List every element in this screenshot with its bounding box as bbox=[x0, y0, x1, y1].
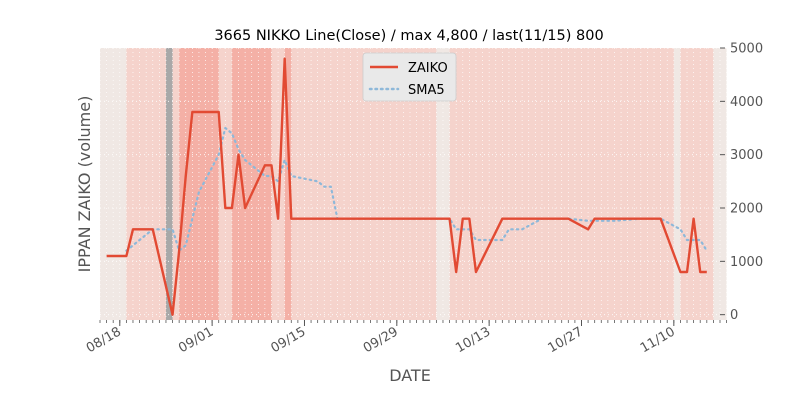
y-tick-label: 0 bbox=[730, 308, 738, 323]
x-tick-label: 09/29 bbox=[361, 324, 401, 356]
y-tick-label: 2000 bbox=[730, 202, 763, 217]
y-axis-title: IPPAN ZAIKO (volume) bbox=[75, 96, 94, 273]
y-tick-label: 3000 bbox=[730, 148, 763, 163]
x-tick-label: 11/10 bbox=[638, 324, 678, 356]
x-tick-label: 08/18 bbox=[84, 324, 124, 356]
band-light bbox=[100, 48, 107, 320]
band-light bbox=[106, 48, 127, 320]
x-tick-label: 10/27 bbox=[546, 324, 586, 356]
legend-label-sma5: SMA5 bbox=[408, 83, 445, 98]
legend-label-zaiko: ZAIKO bbox=[408, 61, 448, 76]
band-grey bbox=[165, 48, 173, 320]
y-tick-label: 1000 bbox=[730, 255, 763, 270]
series-line-zaiko bbox=[106, 57, 707, 316]
chart-title: 3665 NIKKO Line(Close) / max 4,800 / las… bbox=[214, 28, 603, 44]
legend: ZAIKO SMA5 bbox=[362, 52, 457, 102]
band-light bbox=[673, 48, 681, 320]
y-tick-label: 4000 bbox=[730, 95, 763, 110]
x-axis: 08/18 09/01 09/15 09/29 10/13 10/27 11/10 bbox=[84, 320, 727, 356]
x-axis-title: DATE bbox=[389, 366, 431, 385]
x-tick-label: 09/15 bbox=[269, 324, 309, 356]
x-tick-label: 10/13 bbox=[453, 324, 493, 356]
grid bbox=[99, 47, 727, 320]
series-lines bbox=[106, 57, 708, 316]
y-tick-label: 5000 bbox=[730, 42, 763, 57]
y-axis: 0 1000 2000 3000 4000 5000 bbox=[720, 42, 763, 323]
x-tick-label: 09/01 bbox=[176, 324, 216, 356]
band-strong bbox=[284, 48, 292, 320]
